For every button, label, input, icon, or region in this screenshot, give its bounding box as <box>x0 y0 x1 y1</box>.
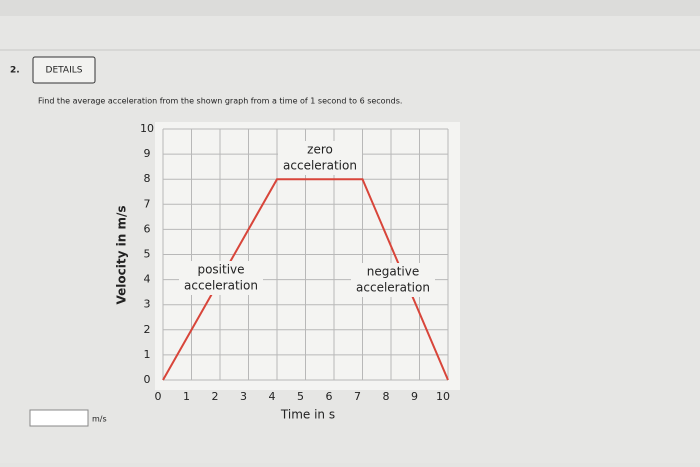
x-tick-label: 8 <box>383 390 390 403</box>
y-tick-label: 7 <box>144 197 151 210</box>
answer-unit: m/s <box>92 415 107 424</box>
annotation: negative <box>367 265 419 279</box>
x-tick-label: 10 <box>436 390 450 403</box>
question-number: 2. <box>10 66 20 76</box>
y-tick-label: 0 <box>144 373 151 386</box>
y-axis-label: Velocity in m/s <box>115 206 129 305</box>
y-tick-label: 3 <box>144 298 151 311</box>
x-tick-label: 3 <box>240 390 247 403</box>
annotation-backdrop <box>278 141 362 175</box>
y-tick-label: 9 <box>144 147 151 160</box>
annotation: acceleration <box>283 159 357 173</box>
y-tick-label: 2 <box>144 323 151 336</box>
answer-input[interactable] <box>29 409 89 427</box>
top-bar <box>0 0 700 16</box>
details-button-label[interactable]: DETAILS <box>46 66 83 76</box>
x-tick-label: 9 <box>411 390 418 403</box>
x-tick-label: 5 <box>297 390 304 403</box>
y-tick-label: 4 <box>144 273 151 286</box>
x-axis-label: Time in s <box>280 408 335 422</box>
x-tick-label: 0 <box>155 390 162 403</box>
y-tick-label: 6 <box>144 222 151 235</box>
annotation: positive <box>197 263 244 277</box>
annotation-backdrop <box>351 263 435 297</box>
prompt: Find the average acceleration from the s… <box>38 97 402 106</box>
annotation-backdrop <box>179 261 263 295</box>
y-tick-label: 8 <box>144 172 151 185</box>
y-tick-label: 10 <box>140 122 154 135</box>
x-tick-label: 7 <box>354 390 361 403</box>
y-tick-label: 5 <box>144 248 151 261</box>
chart: 0 1 2 3 4 5 6 7 8 9 10 0 1 2 3 4 5 6 7 8 9 10 zero acceleration… <box>140 122 450 403</box>
x-tick-label: 2 <box>212 390 219 403</box>
details-button[interactable] <box>32 56 96 84</box>
x-tick-label: 4 <box>269 390 276 403</box>
annotation: acceleration <box>356 281 430 295</box>
annotation: zero <box>307 143 333 157</box>
x-tick-label: 6 <box>326 390 333 403</box>
y-tick-label: 1 <box>144 348 151 361</box>
annotation: acceleration <box>184 279 258 293</box>
x-tick-label: 1 <box>183 390 190 403</box>
